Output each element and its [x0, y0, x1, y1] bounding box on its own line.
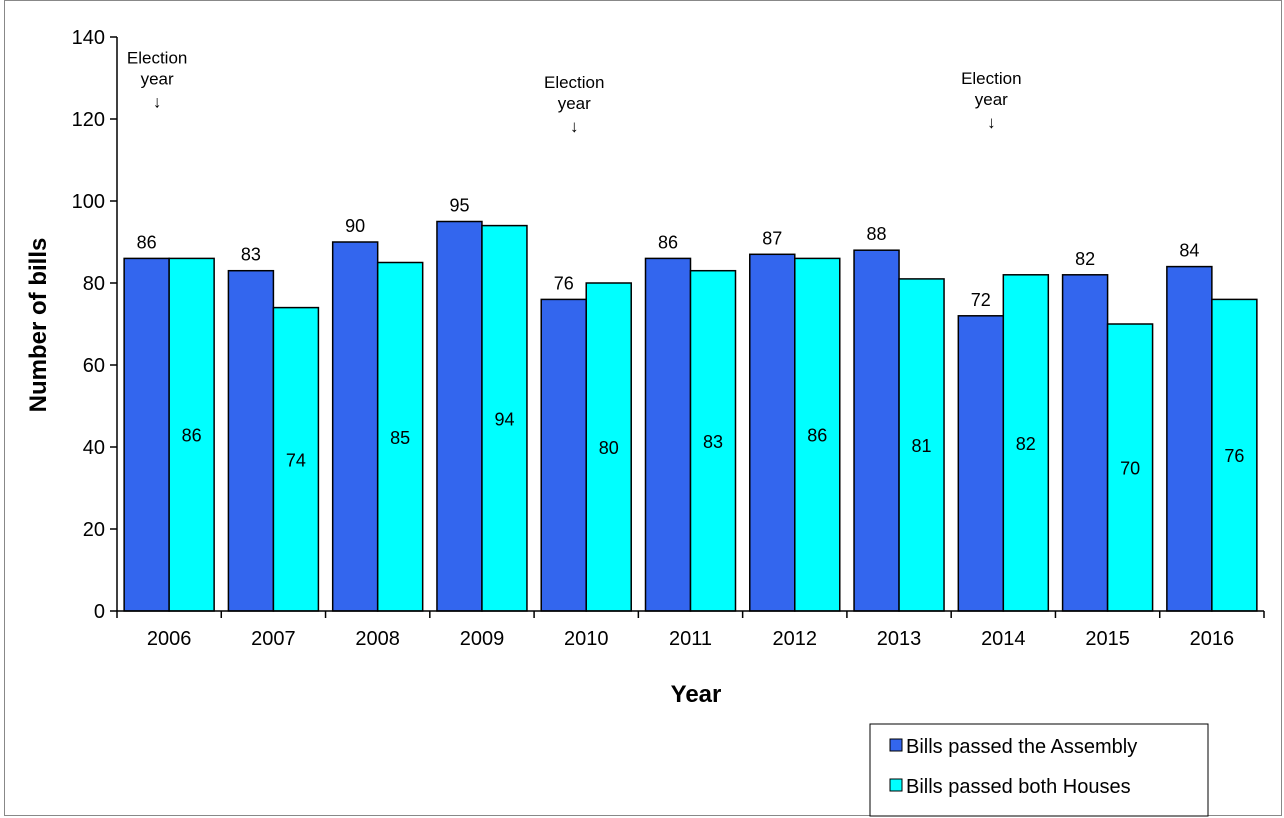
data-label-s1-2014: 82	[1016, 434, 1036, 454]
y-tick-label-80: 80	[83, 273, 105, 295]
bar-s1-2012	[794, 257, 841, 612]
data-label-s0-2012: 87	[762, 228, 782, 248]
x-tick-label-2007: 2007	[251, 628, 296, 650]
data-label-s1-2011: 83	[703, 432, 723, 452]
x-tick-label-2006: 2006	[147, 628, 192, 650]
chart-frame	[4, 0, 1282, 816]
legend-swatch-both-houses	[889, 778, 903, 792]
bar-s1-2011	[689, 269, 737, 612]
bar-s0-2008	[331, 241, 379, 612]
bars-layer	[123, 220, 1258, 612]
bar-s1-2008	[376, 261, 424, 612]
x-tick-label-2008: 2008	[355, 628, 400, 650]
bar-s1-2014	[1002, 274, 1050, 612]
data-label-s0-2015: 82	[1075, 249, 1095, 269]
data-label-s0-2010: 76	[554, 273, 574, 293]
bar-s0-2011	[644, 257, 692, 612]
annotation-line2-2006: year	[141, 69, 174, 88]
y-tick-label-20: 20	[83, 519, 105, 541]
legend-label-assembly: Bills passed the Assembly	[906, 736, 1137, 758]
bar-s0-2006	[123, 257, 170, 612]
annotation-line1-2014: Election	[961, 69, 1021, 88]
x-tick-label-2014: 2014	[981, 628, 1026, 650]
bar-s1-2013	[898, 278, 945, 612]
data-label-s0-2014: 72	[971, 290, 991, 310]
data-label-s1-2012: 86	[807, 426, 827, 446]
bar-s0-2014	[957, 315, 1005, 612]
data-label-s1-2006: 86	[182, 426, 202, 446]
x-tick-label-2011: 2011	[669, 628, 712, 650]
x-tick-label-2009: 2009	[460, 628, 505, 650]
data-label-s1-2008: 85	[390, 428, 410, 448]
x-tick-label-2015: 2015	[1085, 628, 1130, 650]
x-axis-title: Year	[671, 681, 722, 708]
axes-layer: 0 20 40 60 80 100 120 140 2006 2007 2008 2009 2010 20…	[72, 27, 1265, 650]
bar-s1-2009	[481, 224, 528, 612]
data-labels-layer: 86 86 83 74 90 85 95 94 76 80 86 83 87 86 88 81 72 82 82 70…	[137, 196, 1245, 479]
data-label-s0-2009: 95	[449, 196, 469, 216]
x-tick-label-2012: 2012	[773, 628, 818, 650]
data-label-s0-2006: 86	[137, 232, 157, 252]
y-tick-label-120: 120	[72, 109, 105, 131]
data-label-s0-2007: 83	[241, 245, 261, 265]
x-tick-label-2016: 2016	[1190, 628, 1235, 650]
annotation-line1-2010: Election	[544, 73, 604, 92]
y-tick-label-0: 0	[94, 601, 105, 623]
y-tick-label-140: 140	[72, 27, 105, 49]
data-label-s1-2007: 74	[286, 450, 306, 470]
bar-s0-2013	[853, 249, 900, 612]
annotations-layer: Election year ↓ Election year ↓ Election year ↓	[127, 48, 1022, 136]
data-label-s1-2010: 80	[599, 438, 619, 458]
bar-s0-2012	[749, 253, 796, 612]
legend-box	[869, 723, 1209, 817]
y-tick-label-40: 40	[83, 437, 105, 459]
annotation-line1-2006: Election	[127, 48, 187, 67]
data-label-s1-2015: 70	[1120, 459, 1140, 479]
annotation-arrow-2014: ↓	[987, 113, 996, 132]
annotation-line2-2014: year	[975, 90, 1008, 109]
bar-s0-2010	[540, 298, 587, 612]
data-label-s0-2016: 84	[1179, 241, 1199, 261]
data-label-s0-2013: 88	[867, 224, 887, 244]
bar-s0-2009	[436, 220, 483, 612]
legend-label-both-houses: Bills passed both Houses	[906, 776, 1131, 798]
data-label-s0-2011: 86	[658, 232, 678, 252]
x-tick-label-2010: 2010	[564, 628, 609, 650]
bar-s0-2016	[1166, 265, 1213, 612]
legend-swatch-assembly	[889, 738, 903, 752]
y-tick-label-100: 100	[72, 191, 105, 213]
annotation-arrow-2006: ↓	[153, 92, 162, 111]
bar-s1-2007	[272, 306, 320, 612]
bar-s1-2016	[1211, 298, 1258, 612]
data-label-s1-2013: 81	[912, 436, 932, 456]
data-label-s0-2008: 90	[345, 216, 365, 236]
bar-s0-2007	[227, 269, 275, 612]
data-label-s1-2009: 94	[494, 409, 514, 429]
y-tick-label-60: 60	[83, 355, 105, 377]
y-axis-title: Number of bills	[25, 238, 52, 413]
annotation-arrow-2010: ↓	[570, 117, 579, 136]
legend: Bills passed the Assembly Bills passed b…	[869, 723, 1209, 817]
bar-s0-2015	[1061, 274, 1109, 612]
data-label-s1-2016: 76	[1224, 446, 1244, 466]
annotation-line2-2010: year	[558, 94, 591, 113]
x-tick-label-2013: 2013	[877, 628, 922, 650]
